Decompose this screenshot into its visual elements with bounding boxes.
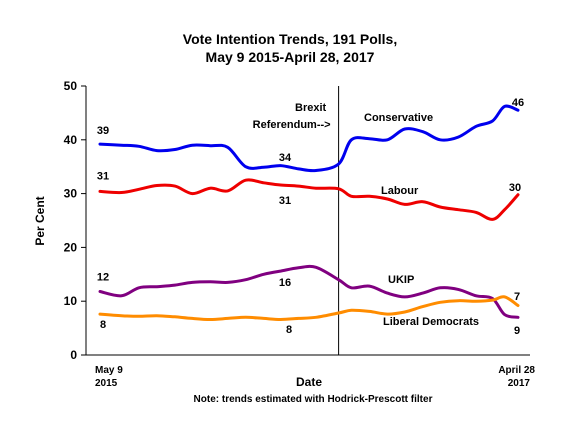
- plot-area: 0 10 20 30 40 50 Brexit Referendum--> Conservati…: [64, 79, 530, 362]
- series-line-labour: [98, 178, 520, 221]
- legend-label-labour: Labour: [381, 185, 419, 197]
- mid-value-label-liberal-democrats: 8: [286, 324, 292, 336]
- y-tick-label-20: 20: [64, 240, 78, 254]
- y-tick-label-0: 0: [70, 348, 77, 362]
- start-value-label-ukip: 12: [97, 272, 109, 284]
- end-value-label-liberal-democrats: 9: [514, 325, 520, 337]
- series-line-conservative: [98, 104, 520, 173]
- y-tick-label-10: 10: [64, 294, 78, 308]
- x-start-label-2: 2015: [95, 378, 118, 389]
- x-end-label-2: 2017: [508, 378, 531, 389]
- y-tick-label-40: 40: [64, 133, 78, 147]
- legend-label-conservative: Conservative: [364, 112, 433, 124]
- event-label-line-2: Referendum-->: [253, 119, 331, 131]
- y-axis-label: Per Cent: [33, 196, 47, 245]
- event-label-line-1: Brexit: [295, 102, 327, 114]
- mid-value-label-ukip: 16: [279, 277, 291, 289]
- end-value-label-ukip: 7: [514, 291, 520, 303]
- legend-label-liberal-democrats: Liberal Democrats: [383, 316, 479, 328]
- chart-title-line-1: Vote Intention Trends, 191 Polls,: [183, 31, 397, 47]
- start-value-label-liberal-democrats: 8: [100, 319, 106, 331]
- mid-value-label-labour: 31: [279, 195, 291, 207]
- end-value-label-labour: 30: [509, 182, 521, 194]
- chart-note: Note: trends estimated with Hodrick-Pres…: [194, 394, 433, 405]
- start-value-label-conservative: 39: [97, 125, 109, 137]
- chart-title-line-2: May 9 2015-April 28, 2017: [206, 49, 375, 65]
- series-line-ukip: [98, 264, 520, 319]
- x-axis-label: Date: [296, 375, 322, 389]
- end-value-label-conservative: 46: [512, 97, 524, 109]
- y-tick-label-50: 50: [64, 79, 78, 93]
- legend-label-ukip: UKIP: [388, 274, 414, 286]
- series-line-liberal-democrats: [98, 295, 520, 321]
- x-end-label-1: April 28: [498, 365, 535, 376]
- mid-value-label-conservative: 34: [279, 152, 292, 164]
- x-start-label-1: May 9: [95, 365, 123, 376]
- y-tick-label-30: 30: [64, 187, 78, 201]
- start-value-label-labour: 31: [97, 170, 109, 182]
